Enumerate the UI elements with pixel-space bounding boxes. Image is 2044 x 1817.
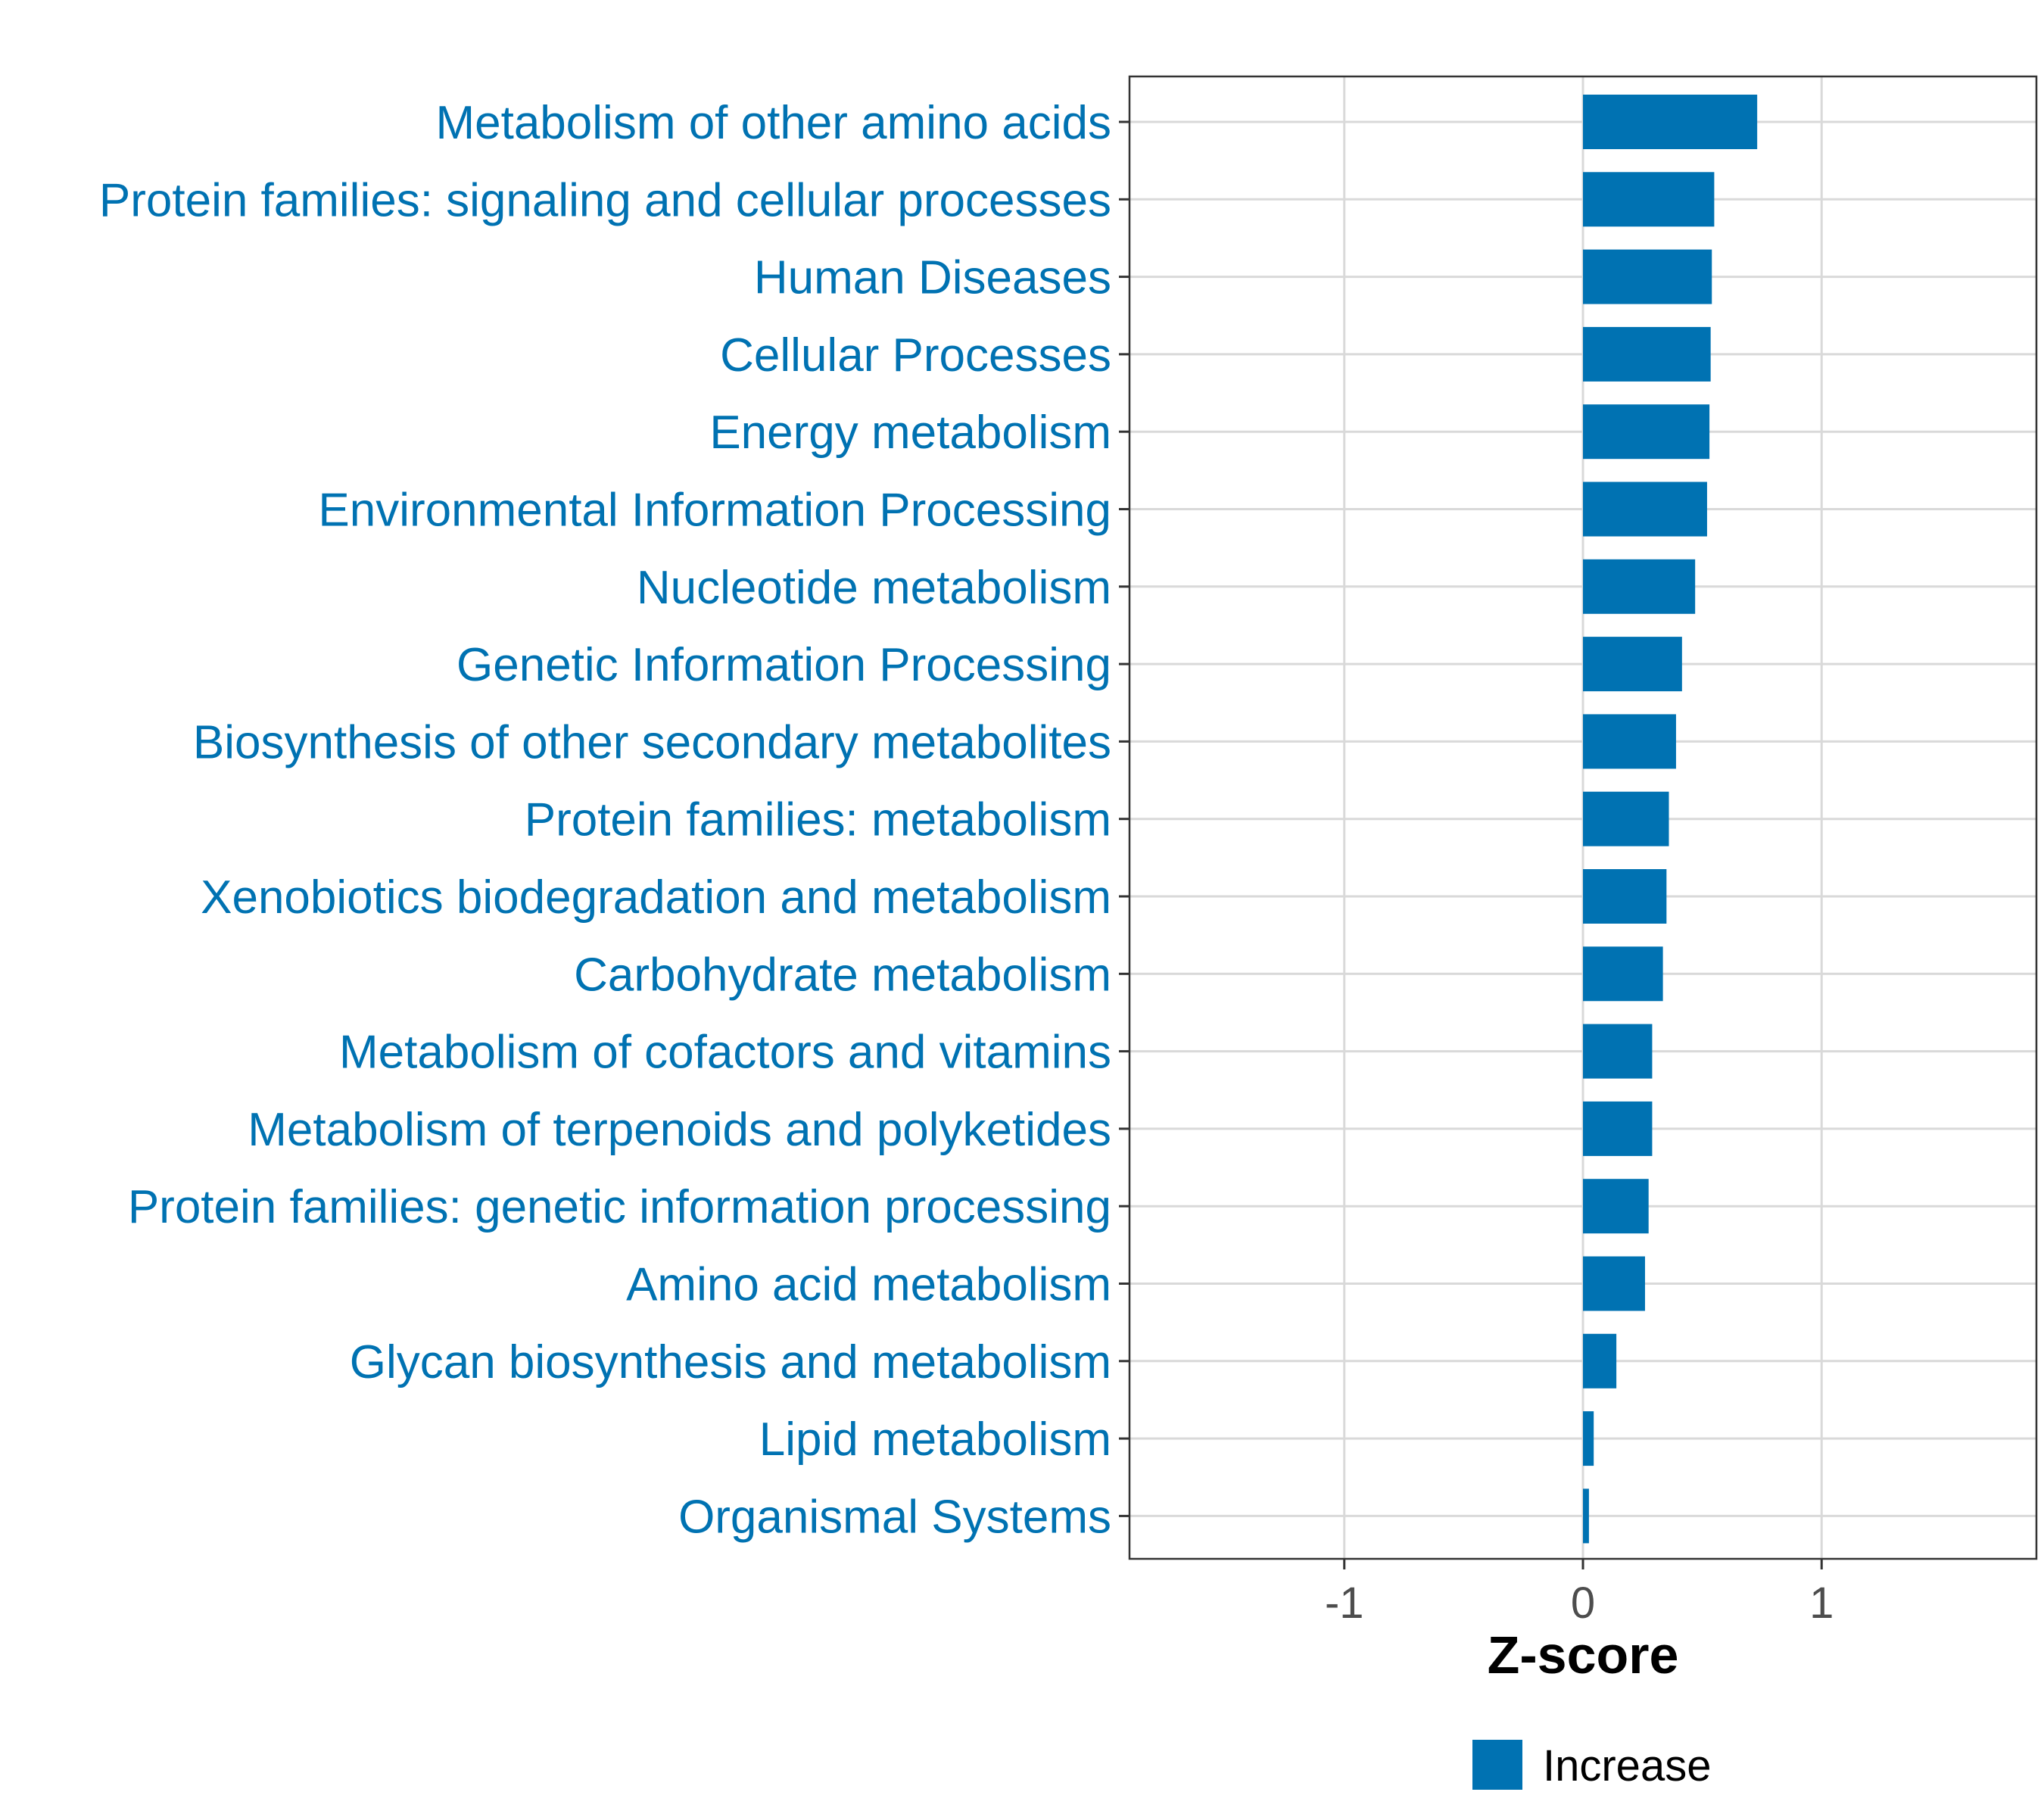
y-tick-label: Glycan biosynthesis and metabolism — [350, 1336, 1111, 1388]
bar — [1583, 1411, 1594, 1466]
bar — [1583, 1101, 1653, 1156]
x-tick-label: -1 — [1325, 1579, 1364, 1628]
y-tick-label: Xenobiotics biodegradation and metabolis… — [201, 871, 1111, 924]
y-tick-label: Metabolism of cofactors and vitamins — [339, 1027, 1111, 1079]
y-tick-label: Nucleotide metabolism — [637, 562, 1111, 614]
y-tick-label: Amino acid metabolism — [626, 1259, 1111, 1311]
y-tick-label: Biosynthesis of other secondary metaboli… — [193, 716, 1111, 768]
y-tick-label: Human Diseases — [754, 252, 1111, 304]
bar — [1583, 1024, 1653, 1079]
bars — [1583, 95, 1758, 1544]
y-tick-label: Metabolism of other amino acids — [435, 97, 1111, 149]
y-tick-label: Protein families: genetic information pr… — [128, 1181, 1111, 1233]
bar — [1583, 791, 1669, 846]
x-tick-label: 1 — [1809, 1579, 1834, 1628]
y-axis: Metabolism of other amino acids Protein f… — [99, 97, 1129, 1543]
y-tick-label: Cellular Processes — [720, 329, 1111, 382]
y-tick-label: Environmental Information Processing — [318, 485, 1111, 537]
x-axis-title: Z-score — [1488, 1625, 1679, 1685]
bar — [1583, 637, 1682, 692]
legend-label-increase: Increase — [1543, 1741, 1711, 1791]
bar — [1583, 1179, 1649, 1234]
y-tick-label: Protein families: metabolism — [525, 794, 1111, 846]
x-axis: -1 0 1 — [1325, 1559, 1834, 1628]
y-tick-label: Organismal Systems — [678, 1491, 1111, 1543]
bar — [1583, 249, 1712, 304]
y-tick-label: Protein families: signaling and cellular… — [99, 174, 1111, 226]
bar — [1583, 1488, 1589, 1544]
bar — [1583, 482, 1707, 537]
bar — [1583, 1256, 1645, 1311]
x-tick-label: 0 — [1571, 1579, 1595, 1628]
bar — [1583, 869, 1667, 924]
y-tick-label: Lipid metabolism — [759, 1413, 1111, 1466]
y-tick-label: Metabolism of terpenoids and polyketides — [248, 1104, 1111, 1156]
bar — [1583, 946, 1663, 1002]
bar — [1583, 1333, 1617, 1388]
bar — [1583, 95, 1758, 149]
y-tick-label: Energy metabolism — [709, 407, 1111, 459]
y-tick-label: Genetic Information Processing — [456, 639, 1111, 691]
legend-key-increase — [1472, 1740, 1522, 1790]
bar — [1583, 326, 1711, 382]
bar — [1583, 172, 1715, 227]
bar — [1583, 714, 1676, 769]
y-tick-label: Carbohydrate metabolism — [574, 949, 1111, 1001]
bar — [1583, 404, 1710, 460]
legend: Increase — [1472, 1740, 1711, 1791]
bar — [1583, 559, 1696, 614]
